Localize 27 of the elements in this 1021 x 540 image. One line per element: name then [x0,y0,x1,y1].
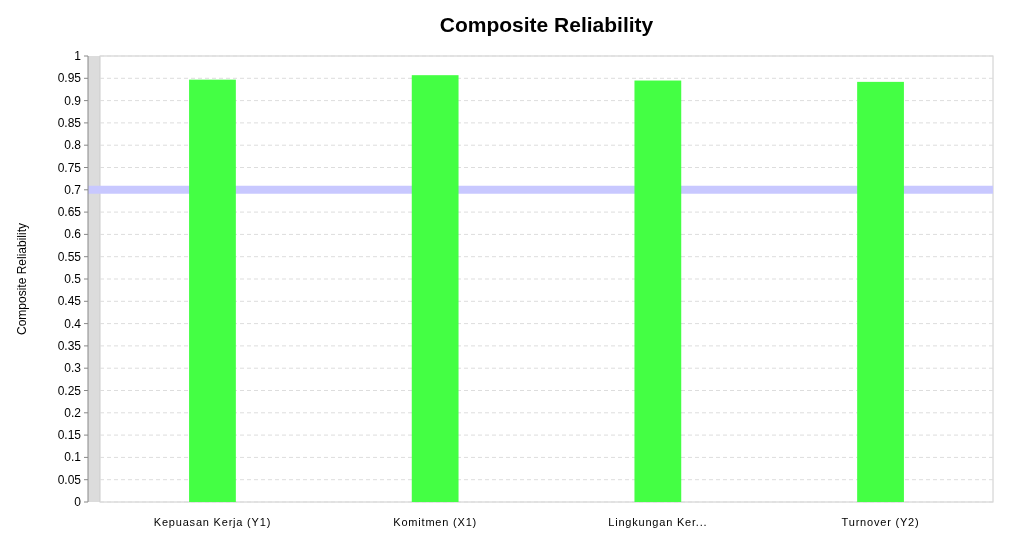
x-tick-label: Kepuasan Kerja (Y1) [153,516,272,528]
y-tick-label: 0 [74,495,82,509]
x-tick-label: Turnover (Y2) [841,516,920,528]
y-tick-label: 0.95 [57,71,82,86]
y-axis-title: Composite Reliability [15,222,29,336]
y-tick-label: 0.55 [57,249,82,264]
y-tick-label: 0.4 [64,316,82,331]
y-tick-label: 0.2 [64,405,82,420]
chart-title: Composite Reliability [439,13,654,36]
y-tick-label: 0.1 [64,450,82,465]
y-tick-label: 0.8 [64,138,82,153]
y-tick-label: 0.25 [57,383,82,398]
y-tick-label: 1 [74,49,82,63]
y-tick-label: 0.7 [64,182,82,197]
y-tick-label: 0.5 [64,272,82,286]
y-tick-label: 0.75 [57,160,82,175]
y-tick-label: 0.9 [64,93,82,108]
y-tick-label: 0.05 [57,472,82,487]
y-tick-label: 0.15 [57,428,82,443]
y-tick-label: 0.35 [57,338,82,353]
y-tick-label: 0.45 [57,294,82,309]
y-tick-label: 0.85 [57,115,82,130]
x-tick-label: Komitmen (X1) [393,516,478,528]
y-tick-label: 0.6 [64,227,82,242]
y-tick-label: 0.65 [57,205,82,220]
y-tick-label: 0.3 [64,361,82,376]
x-tick-label: Lingkungan Ker... [608,516,708,528]
